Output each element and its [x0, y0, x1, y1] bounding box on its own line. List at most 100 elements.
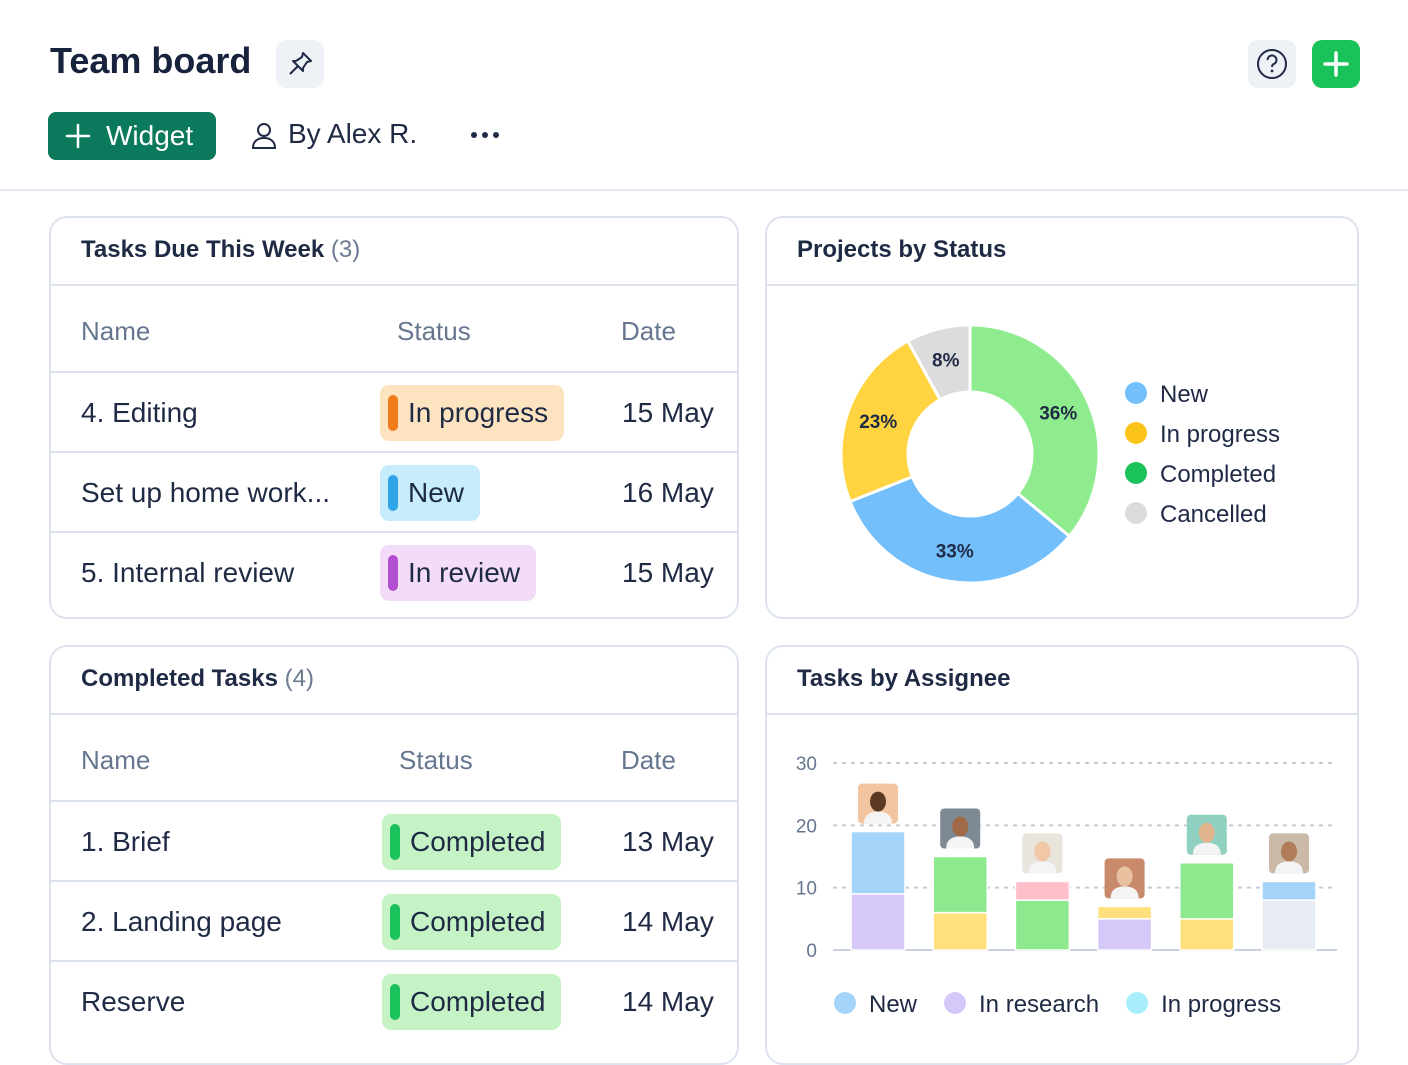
- column-header: Name: [81, 745, 151, 775]
- bar-segment: [1014, 880, 1071, 901]
- task-name: 2. Landing page: [81, 906, 282, 937]
- legend-label: In progress: [1161, 991, 1281, 1018]
- table-row[interactable]: 4. Editing In progress 15 May: [51, 371, 737, 453]
- task-name: 4. Editing: [81, 397, 198, 428]
- table-row[interactable]: Reserve Completed 14 May: [51, 960, 737, 1042]
- widget-label: Widget: [106, 120, 194, 151]
- legend-swatch: [1125, 382, 1147, 404]
- person-icon: [251, 123, 277, 149]
- slice: [968, 323, 1101, 539]
- avatar-face: [1116, 866, 1133, 887]
- legend-swatch: [1126, 992, 1149, 1014]
- column-header: Status: [397, 316, 471, 346]
- assignee-avatar[interactable]: [1022, 833, 1063, 874]
- bar-segment: [1096, 905, 1153, 920]
- widget-button[interactable]: Widget: [48, 112, 216, 160]
- task-name: 1. Brief: [81, 826, 170, 857]
- assignee-avatar[interactable]: [858, 783, 898, 824]
- status-pill: Completed: [382, 894, 562, 950]
- card-title: Tasks Due This Week (3): [81, 236, 360, 264]
- legend-label: In progress: [1160, 421, 1280, 448]
- pin-button[interactable]: [276, 40, 324, 88]
- more-button[interactable]: [468, 126, 502, 144]
- bar-segment: [1096, 918, 1153, 951]
- help-icon: [1257, 49, 1287, 79]
- assignee-avatar[interactable]: [1104, 858, 1145, 899]
- avatar-face: [952, 816, 969, 837]
- slice: [905, 323, 972, 402]
- page: Team board Widget By Alex R. Tasks Due T…: [0, 40, 1408, 1065]
- card-title: Projects by Status: [797, 236, 1007, 263]
- title-text: Tasks Due This Week: [81, 236, 325, 263]
- task-date: 14 May: [622, 906, 714, 937]
- add-icon: [1323, 51, 1349, 77]
- card-header: Completed Tasks (4): [51, 647, 737, 715]
- status-pill: In progress: [380, 385, 565, 441]
- status-pill: Completed: [382, 974, 562, 1030]
- table-row[interactable]: Set up home work... New 16 May: [51, 451, 737, 533]
- plus-icon: [65, 123, 91, 149]
- task-date: 15 May: [622, 557, 714, 588]
- divider: [0, 189, 1408, 191]
- slice-label: 8%: [932, 351, 960, 372]
- board-title: Team board: [50, 40, 252, 81]
- status-pill: In review: [380, 545, 537, 601]
- completed-card: Completed Tasks (4) Name Status Date 1. …: [49, 645, 739, 1065]
- column-header: Name: [81, 316, 151, 346]
- task-name: Reserve: [81, 986, 186, 1017]
- bar-segment: [1261, 880, 1317, 901]
- slice-label: 23%: [859, 412, 897, 433]
- title-text: Completed Tasks: [81, 665, 278, 692]
- legend-label: New: [1160, 381, 1209, 408]
- owner-filter[interactable]: By Alex R.: [288, 118, 418, 149]
- avatar-body: [1275, 861, 1303, 874]
- legend-swatch: [1125, 422, 1147, 444]
- table-row[interactable]: 5. Internal review In review 15 May: [51, 531, 737, 613]
- bar-segment: [932, 911, 988, 951]
- pin-icon: [289, 52, 312, 75]
- bar-segment: [1179, 918, 1235, 951]
- count: (3): [330, 236, 361, 263]
- table-row[interactable]: 2. Landing page Completed 14 May: [51, 880, 737, 962]
- y-tick-label: 0: [806, 941, 817, 962]
- card-header: Tasks by Assignee: [767, 647, 1357, 715]
- assignee-avatar[interactable]: [940, 808, 981, 849]
- legend-label: In research: [979, 991, 1099, 1018]
- add-button[interactable]: [1312, 40, 1360, 88]
- task-date: 15 May: [622, 397, 714, 428]
- legend-swatch: [1125, 462, 1147, 484]
- column-header: Status: [399, 745, 473, 775]
- bar-segment: [850, 830, 906, 895]
- avatar-body: [1192, 842, 1221, 855]
- task-date: 16 May: [622, 477, 714, 508]
- task-name: 5. Internal review: [81, 557, 295, 588]
- slice-label: 36%: [1039, 403, 1077, 424]
- count: (4): [284, 665, 314, 692]
- avatar-body: [1110, 886, 1139, 899]
- assignee-avatar[interactable]: [1269, 833, 1309, 874]
- avatar-face: [1281, 841, 1297, 862]
- table-row[interactable]: 1. Brief Completed 13 May: [51, 800, 737, 882]
- assignee-avatar[interactable]: [1186, 814, 1227, 855]
- y-tick-label: 10: [796, 879, 817, 900]
- bar-segment: [850, 893, 906, 951]
- task-date: 13 May: [622, 826, 714, 857]
- help-button[interactable]: [1248, 40, 1296, 88]
- y-tick-label: 20: [796, 816, 817, 837]
- card-header: Projects by Status: [767, 218, 1357, 286]
- assignee-card: Tasks by Assignee 0 10 20 30 New In research I…: [765, 645, 1359, 1065]
- legend-label: Cancelled: [1160, 501, 1267, 528]
- donut-chart: 36% 33% 23% 8% New In progress Completed Cancel…: [839, 323, 1280, 585]
- card-title: Completed Tasks (4): [81, 665, 314, 693]
- legend-label: New: [869, 991, 918, 1018]
- column-header: Date: [621, 316, 676, 346]
- avatar-body: [946, 836, 975, 849]
- task-name: Set up home work...: [81, 477, 331, 508]
- legend-swatch: [834, 992, 856, 1014]
- avatar-face: [1198, 822, 1215, 843]
- slice: [848, 474, 1072, 585]
- bar-segment: [1261, 899, 1317, 951]
- status-pill: New: [380, 465, 481, 521]
- card-header: Tasks Due This Week (3): [51, 218, 737, 286]
- legend-swatch: [944, 992, 967, 1014]
